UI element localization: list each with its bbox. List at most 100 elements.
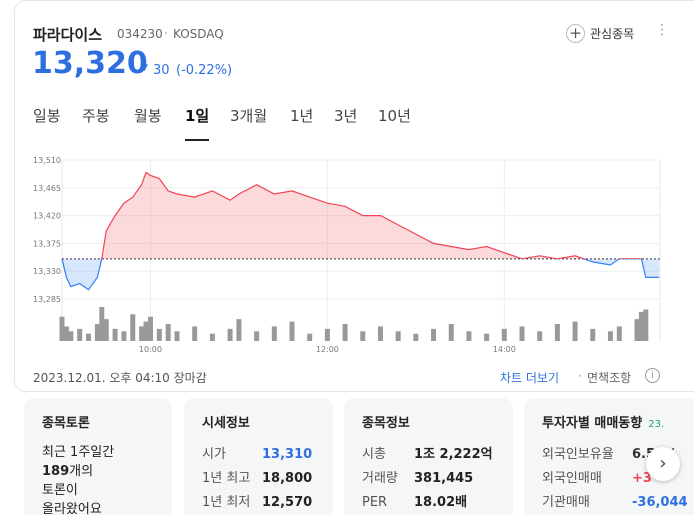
tab[interactable]: 1일 <box>185 107 210 125</box>
volume-bar <box>143 321 149 341</box>
change-pct: (-0.22%) <box>176 63 233 78</box>
row-label: PER <box>362 495 388 510</box>
tab[interactable]: 10년 <box>378 107 411 125</box>
volume-bar <box>643 309 649 341</box>
info-row: 기관매매 -36,044 <box>542 491 694 515</box>
row-label: 외국인보유율 <box>542 447 614 462</box>
volume-bar <box>121 331 127 341</box>
down-arrow: ▼ <box>141 63 148 73</box>
volume-bar <box>59 316 65 341</box>
info-row: 거래량 381,445 <box>362 467 513 491</box>
info-row: 시가 13,310 <box>202 443 333 467</box>
row-label: 기관매매 <box>542 495 590 510</box>
volume-bar <box>342 324 348 341</box>
info-card[interactable]: 종목정보 시총 1조 2,222억 거래량 381,445 PER 18.02배 <box>344 398 513 515</box>
disclaimer[interactable]: 면책조항 <box>587 371 632 385</box>
info-row: 외국인매매 +3 <box>542 467 694 491</box>
line: 개의 <box>69 464 94 479</box>
volume-bar <box>395 331 401 341</box>
volume-bar <box>99 307 105 341</box>
volume-bar <box>68 331 74 341</box>
volume-bar <box>448 324 454 341</box>
info-row: 1년 최저 12,570 <box>202 491 333 515</box>
discussion-text: 최근 1주일간 189개의 토론이 올라왔어요 <box>42 443 172 515</box>
x-tick-label: 14:00 <box>493 345 516 354</box>
card-title: 종목토론 <box>42 416 90 431</box>
tab[interactable]: 일봉 <box>33 107 61 125</box>
row-label: 거래량 <box>362 471 398 486</box>
volume-bar <box>254 331 260 341</box>
sep: · <box>578 369 582 383</box>
row-label: 1년 최저 <box>202 495 251 510</box>
row-label: 외국인매매 <box>542 471 602 486</box>
tab[interactable]: 주봉 <box>82 107 110 125</box>
row-value: 12,570 <box>262 495 313 510</box>
area <box>62 172 660 290</box>
line: 올라왔어요 <box>42 502 102 515</box>
tab[interactable]: 3개월 <box>230 107 268 125</box>
info-row: 시총 1조 2,222억 <box>362 443 513 467</box>
volume-bar <box>139 326 145 341</box>
volume-bar <box>209 333 215 341</box>
price: 13,320 <box>32 46 148 81</box>
y-tick-label: 13,330 <box>33 267 61 276</box>
discussion-card[interactable]: 종목토론 최근 1주일간 189개의 토론이 올라왔어요 <box>24 398 172 515</box>
volume-bar <box>236 319 242 341</box>
chart-more[interactable]: 차트 더보기 <box>500 371 560 385</box>
y-tick-label: 13,285 <box>33 295 61 304</box>
volume-bar <box>616 326 622 341</box>
volume-bar <box>590 328 596 341</box>
volume-bar <box>307 333 313 341</box>
volume-bar <box>227 328 233 341</box>
count: 189 <box>42 464 70 479</box>
tab-underline <box>185 139 209 141</box>
volume-bar <box>112 328 118 341</box>
volume-bar <box>94 324 100 341</box>
price-line <box>61 171 660 291</box>
row-value: 1조 2,222억 <box>414 447 493 462</box>
line: 최근 1주일간 <box>42 445 115 460</box>
change: 30 <box>153 63 170 78</box>
info-icon[interactable]: i <box>645 368 660 383</box>
volume-bar <box>554 324 560 341</box>
row-label: 시총 <box>362 447 386 462</box>
line: 189개의 <box>42 462 172 481</box>
volume-bar <box>484 333 490 341</box>
volume-bar <box>271 326 277 341</box>
volume-bar <box>324 328 330 341</box>
tab[interactable]: 3년 <box>334 107 358 125</box>
chart: 13,285 13,330 13,375 13,420 13,465 13,510 10:0… <box>33 156 661 354</box>
volume-bar <box>63 326 69 341</box>
volume-bar <box>537 331 543 341</box>
volume-bar <box>156 328 162 341</box>
quote-card[interactable]: 시세정보 시가 13,310 1년 최고 18,800 1년 최저 12,570 <box>184 398 333 515</box>
card-date: 23. <box>648 419 665 430</box>
add-icon[interactable]: + <box>566 24 585 43</box>
more-menu[interactable]: ⋮ <box>655 22 669 38</box>
line: 토론이 <box>42 483 78 498</box>
volume-bar <box>360 331 366 341</box>
next-button[interactable]: › <box>646 447 680 481</box>
row-value: +3 <box>632 471 652 486</box>
y-tick-label: 13,510 <box>33 156 61 165</box>
tab[interactable]: 월봉 <box>134 107 162 125</box>
volume-bar <box>130 314 136 341</box>
watch-button[interactable]: 관심종목 <box>590 27 635 41</box>
row-value: 13,310 <box>262 447 313 462</box>
row-value: 381,445 <box>414 471 474 486</box>
volume-bar <box>413 333 419 341</box>
y-tick-label: 13,465 <box>33 184 61 193</box>
tab[interactable]: 1년 <box>290 107 314 125</box>
y-tick-label: 13,375 <box>33 239 61 248</box>
row-label: 1년 최고 <box>202 471 251 486</box>
volume-bar <box>77 328 83 341</box>
volume-bar <box>501 328 507 341</box>
card-title: 종목정보 <box>362 416 410 431</box>
row-label: 시가 <box>202 447 226 462</box>
row-value: -36,044 <box>632 495 688 510</box>
x-tick-label: 10:00 <box>139 345 162 354</box>
volume-bar <box>192 326 198 341</box>
stock-name: 파라다이스 <box>33 26 103 44</box>
volume-bar <box>377 326 383 341</box>
